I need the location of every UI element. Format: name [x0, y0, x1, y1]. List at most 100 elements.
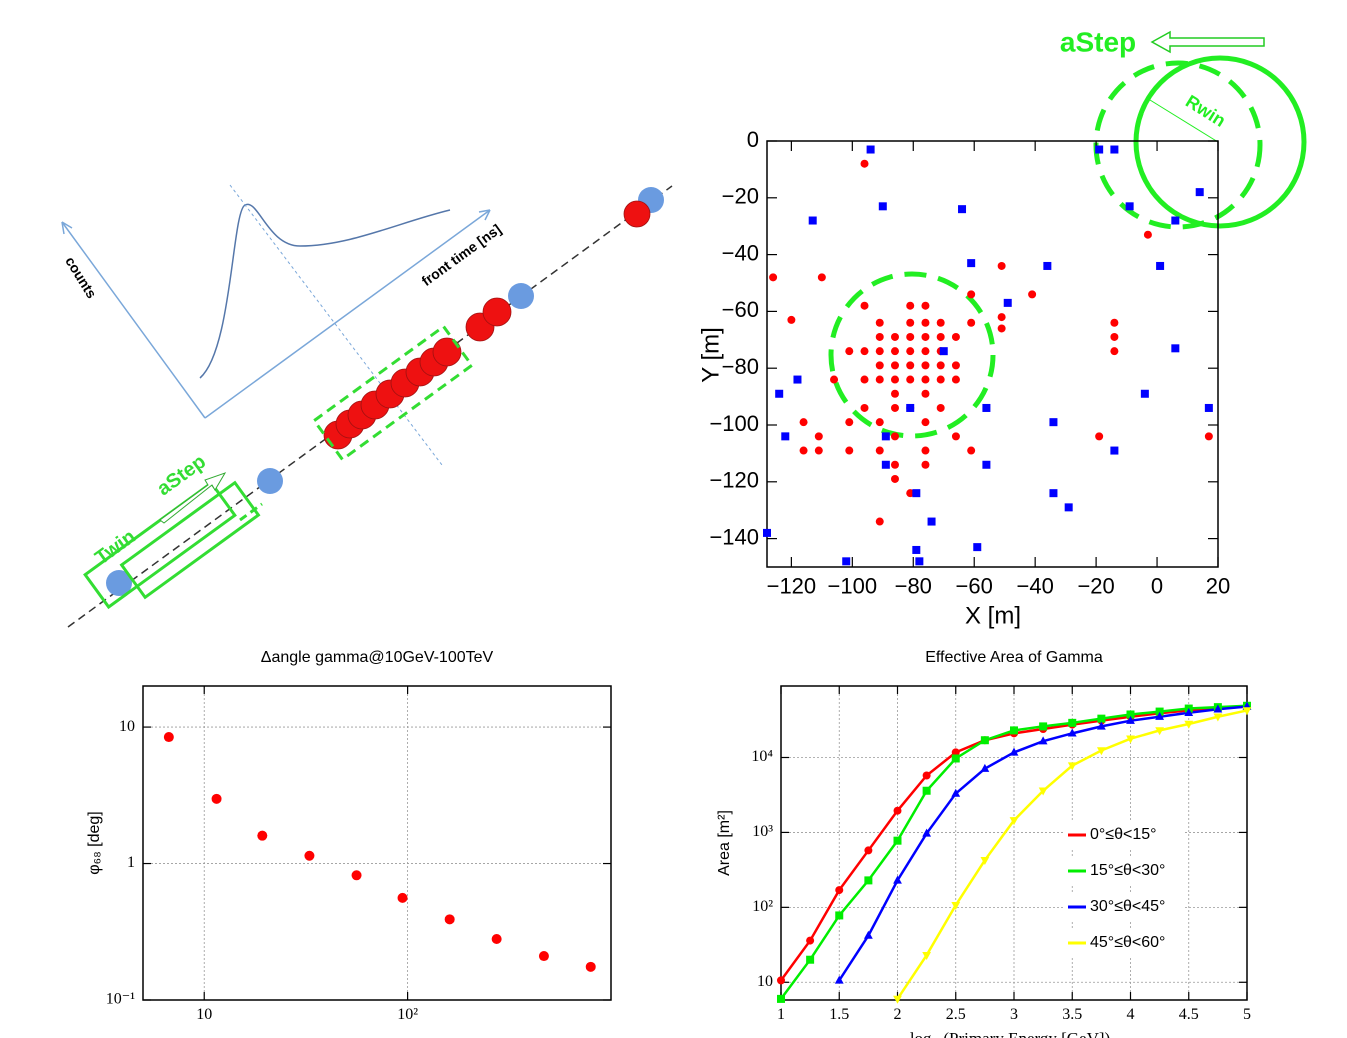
window-circle-prev — [1093, 60, 1263, 230]
point — [777, 976, 785, 985]
point — [763, 528, 771, 537]
x-tick-label: 4 — [1127, 1006, 1135, 1023]
point — [1126, 710, 1135, 719]
point — [1095, 145, 1104, 154]
point — [860, 403, 869, 412]
point — [1204, 432, 1213, 441]
point — [257, 830, 268, 841]
point — [808, 216, 817, 225]
point — [864, 876, 873, 885]
point — [806, 955, 815, 964]
point — [951, 332, 960, 341]
point — [939, 347, 948, 356]
point — [936, 375, 945, 384]
point — [875, 347, 884, 356]
point — [814, 446, 823, 455]
point — [936, 403, 945, 412]
point — [893, 995, 902, 1004]
point — [875, 517, 884, 526]
plot-frame — [766, 140, 1219, 568]
point — [982, 403, 991, 412]
point — [1064, 503, 1073, 512]
point — [893, 836, 902, 845]
point — [834, 975, 844, 984]
point — [1067, 728, 1077, 737]
map-annotations: aStep Rwin — [828, 26, 1307, 439]
point — [211, 793, 222, 804]
window-circle-next — [1133, 55, 1307, 229]
point — [781, 432, 790, 441]
point — [1184, 720, 1194, 729]
y-tick-label: −20 — [722, 184, 759, 209]
point — [1242, 707, 1252, 716]
hit — [482, 297, 512, 327]
point — [1195, 188, 1204, 197]
point — [906, 489, 915, 498]
point — [927, 517, 936, 526]
chart: 1 1.5 2 2.5 3 3.5 4 4.5 5 10 10² 10³ 10⁴ Effective Ar… — [716, 649, 1251, 1038]
point — [835, 886, 844, 895]
point — [842, 557, 851, 566]
point — [951, 748, 960, 757]
point — [881, 460, 890, 469]
x-tick-label: −100 — [828, 574, 878, 599]
point — [444, 914, 455, 925]
point — [951, 361, 960, 370]
point — [921, 318, 930, 327]
hit — [106, 570, 132, 596]
point — [863, 930, 873, 939]
legend-label: 45°≤θ<60° — [1090, 934, 1165, 951]
x-axis-label: log₁₀(Primary Energy [GeV]) — [910, 1029, 1110, 1038]
twin-label: Twin — [91, 526, 140, 570]
point — [1110, 318, 1119, 327]
point — [817, 273, 826, 282]
x-tick-label: −80 — [895, 574, 932, 599]
legend-label: 30°≤θ<45° — [1090, 898, 1165, 915]
twin-box-shifted — [119, 480, 261, 600]
y-tick-label: 10 — [119, 718, 135, 735]
x-tick-label: 2 — [894, 1006, 902, 1023]
peak-line — [229, 184, 443, 466]
point — [1171, 344, 1180, 353]
y-tick-label: −80 — [722, 354, 759, 379]
point — [890, 403, 899, 412]
point — [893, 806, 902, 815]
time-axis — [204, 209, 491, 419]
point — [1096, 721, 1106, 730]
point — [304, 850, 315, 861]
point — [890, 460, 899, 469]
point — [1155, 711, 1165, 720]
point — [881, 432, 890, 441]
point — [906, 301, 915, 310]
point — [866, 145, 875, 154]
point — [538, 951, 549, 962]
x-tick-label: 5 — [1243, 1006, 1251, 1023]
point — [875, 318, 884, 327]
point — [893, 875, 902, 884]
x-tick-label: 20 — [1206, 574, 1230, 599]
point — [860, 301, 869, 310]
point — [922, 771, 931, 780]
point — [890, 332, 899, 341]
point — [921, 418, 930, 427]
y-tick-label: 0 — [747, 127, 759, 152]
point — [921, 446, 930, 455]
point — [1043, 261, 1052, 270]
point — [1184, 707, 1194, 716]
window-box — [312, 324, 474, 462]
point — [1009, 817, 1019, 826]
hit — [623, 200, 651, 228]
point — [163, 732, 174, 743]
point — [921, 332, 930, 341]
point — [769, 273, 778, 282]
point — [906, 347, 915, 356]
point — [921, 375, 930, 384]
point — [997, 324, 1006, 333]
y-tick-label: −40 — [722, 240, 759, 265]
point — [967, 446, 976, 455]
radius-line — [1149, 99, 1219, 143]
hit — [432, 337, 462, 367]
point — [860, 159, 869, 168]
